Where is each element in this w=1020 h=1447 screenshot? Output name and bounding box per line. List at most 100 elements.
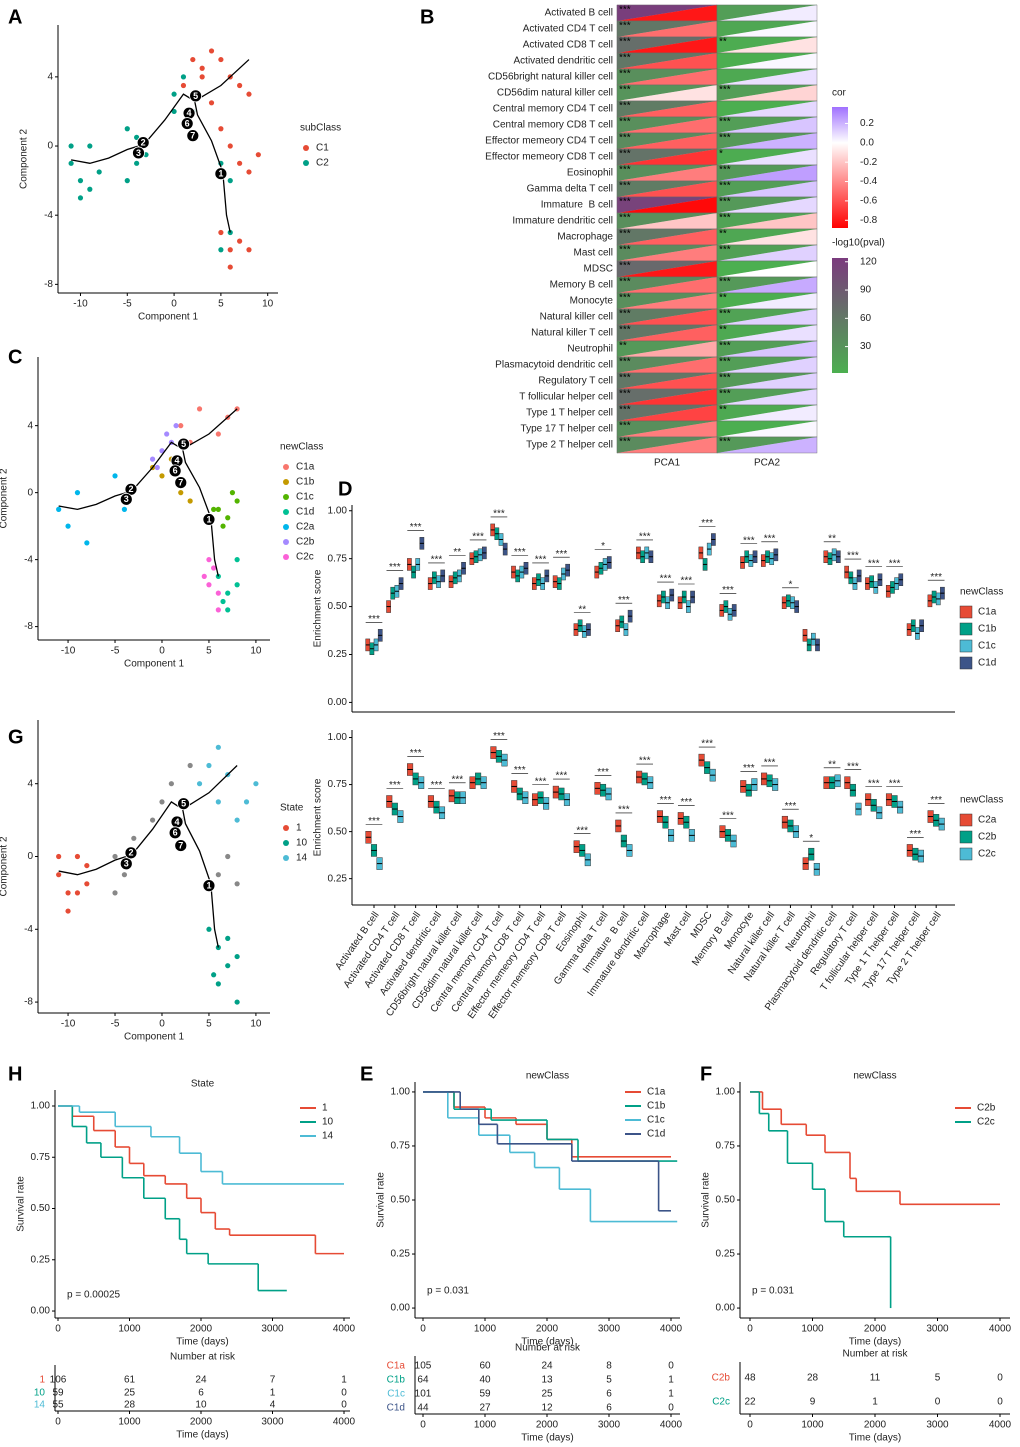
- cor-cell: [717, 357, 817, 373]
- branch-label: 5: [193, 91, 198, 101]
- risk-row-label: 1: [39, 1375, 45, 1386]
- point: [246, 169, 252, 175]
- significance: ***: [389, 562, 401, 573]
- row-label: Activated dendritic cell: [514, 56, 614, 67]
- legend-label: C2: [316, 158, 329, 169]
- y-tick-label: 0: [27, 487, 33, 498]
- cor-cell: [617, 37, 717, 53]
- significance: ***: [619, 213, 631, 224]
- x-axis-label: Component 1: [124, 1032, 184, 1043]
- point: [134, 160, 140, 166]
- legend-label: C1d: [978, 658, 996, 669]
- significance: ***: [619, 101, 631, 112]
- point: [225, 853, 231, 860]
- branch-label: 1: [206, 514, 211, 524]
- significance: **: [719, 405, 727, 416]
- point: [211, 506, 217, 512]
- risk-count: 60: [479, 1361, 491, 1372]
- significance: ***: [619, 325, 631, 336]
- branch-label: 3: [136, 148, 141, 158]
- legend-label: C1a: [978, 607, 997, 618]
- point: [237, 82, 243, 89]
- significance: **: [619, 341, 627, 352]
- point: [178, 423, 184, 429]
- significance: ***: [619, 149, 631, 160]
- significance: ***: [889, 558, 901, 569]
- x-axis-label: Time (days): [176, 1337, 228, 1348]
- cor-cell: [717, 229, 817, 245]
- branch-point: [124, 846, 138, 860]
- point: [84, 862, 90, 869]
- risk-count: 1: [872, 1397, 878, 1408]
- branch-label: 3: [124, 859, 129, 869]
- cor-cell: [617, 165, 717, 181]
- branch-point: [186, 129, 200, 143]
- y-tick-label: -8: [24, 621, 33, 632]
- cor-cell: [617, 437, 717, 453]
- legend-label: C1b: [647, 1101, 666, 1112]
- column-label: PCA1: [654, 458, 681, 469]
- significance: ***: [743, 535, 755, 546]
- branch-label: 2: [141, 137, 146, 147]
- colorbar-label: -0.8: [860, 215, 878, 226]
- branch-point: [177, 437, 190, 451]
- branch-point: [168, 464, 182, 478]
- x-tick-label: 10: [250, 646, 262, 657]
- significance: ***: [619, 261, 631, 272]
- y-tick-label: 0.00: [31, 1306, 51, 1317]
- risk-count: 1: [668, 1389, 674, 1400]
- cor-cell: [717, 261, 817, 277]
- cor-cell: [617, 357, 717, 373]
- point: [171, 108, 177, 115]
- point: [234, 817, 240, 823]
- row-label: MDSC: [584, 264, 613, 275]
- significance: ***: [493, 731, 505, 742]
- significance: ***: [431, 555, 443, 566]
- cor-cell: [617, 213, 717, 229]
- risk-title: Number at risk: [842, 1349, 908, 1360]
- y-tick-label: 1.00: [328, 732, 348, 743]
- cor-cell: [717, 421, 817, 437]
- significance: ***: [701, 739, 713, 750]
- significance: ***: [535, 776, 547, 787]
- legend-key: [283, 825, 289, 831]
- x-tick-label: 2000: [864, 1324, 887, 1335]
- point: [112, 853, 118, 860]
- risk-count: 25: [541, 1389, 553, 1400]
- significance: ***: [847, 761, 859, 772]
- x-tick-label: 0: [159, 1019, 165, 1030]
- row-label: Monocyte: [570, 296, 614, 307]
- y-tick-label: 0: [47, 141, 53, 152]
- risk-row-label: C2b: [712, 1373, 731, 1384]
- p-value: p = 0.00025: [67, 1289, 121, 1300]
- point: [56, 506, 62, 512]
- x-tick-label: 1000: [474, 1324, 497, 1335]
- risk-count: 105: [415, 1361, 432, 1372]
- x-tick-label: -5: [111, 1019, 120, 1030]
- cor-cell: [617, 261, 717, 277]
- row-label: Activated CD8 T cell: [523, 40, 613, 51]
- cor-cell: [717, 293, 817, 309]
- legend-title: subClass: [300, 123, 341, 134]
- y-axis-label: Survival rate: [16, 1176, 27, 1232]
- point: [215, 744, 221, 750]
- legend-label: 10: [322, 1117, 334, 1128]
- point: [215, 506, 221, 512]
- significance: ***: [930, 795, 942, 806]
- significance: ***: [719, 197, 731, 208]
- panel-label: C: [8, 346, 22, 368]
- panel-label: G: [8, 726, 24, 748]
- significance: ***: [719, 165, 731, 176]
- cor-cell: [617, 229, 717, 245]
- risk-count: 6: [198, 1388, 204, 1399]
- risk-row-label: C1c: [387, 1389, 405, 1400]
- point: [164, 431, 170, 437]
- significance: ***: [719, 133, 731, 144]
- legend-label: 14: [322, 1131, 334, 1142]
- significance: ***: [639, 532, 651, 543]
- significance: ***: [619, 277, 631, 288]
- point: [218, 56, 224, 63]
- point: [215, 590, 221, 596]
- y-tick-label: 0.00: [391, 1303, 411, 1314]
- point: [196, 781, 203, 787]
